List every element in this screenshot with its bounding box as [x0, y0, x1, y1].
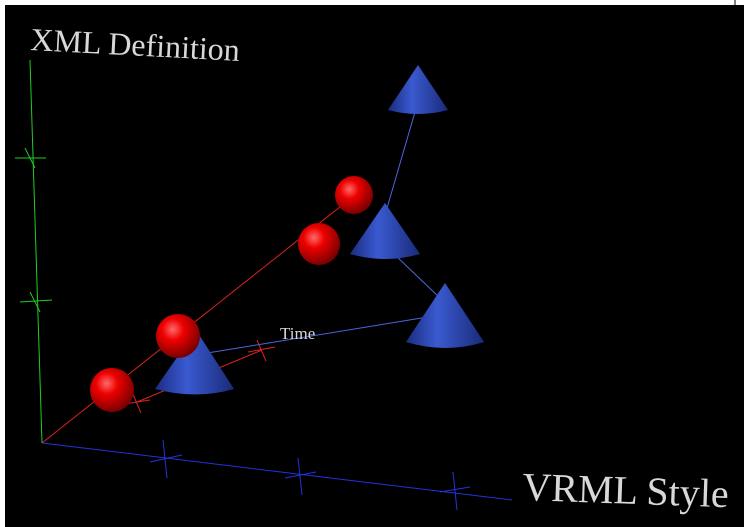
sphere [298, 223, 340, 265]
sphere [156, 314, 200, 358]
sphere [335, 176, 373, 214]
z-axis-label: Time [280, 324, 315, 343]
scene: XML Definition VRML Style Time [0, 0, 744, 527]
x-axis-label: VRML Style [522, 464, 730, 516]
sphere [90, 368, 134, 412]
viewport [5, 5, 744, 527]
page: XML Definition VRML Style Time (() => { … [0, 0, 744, 527]
